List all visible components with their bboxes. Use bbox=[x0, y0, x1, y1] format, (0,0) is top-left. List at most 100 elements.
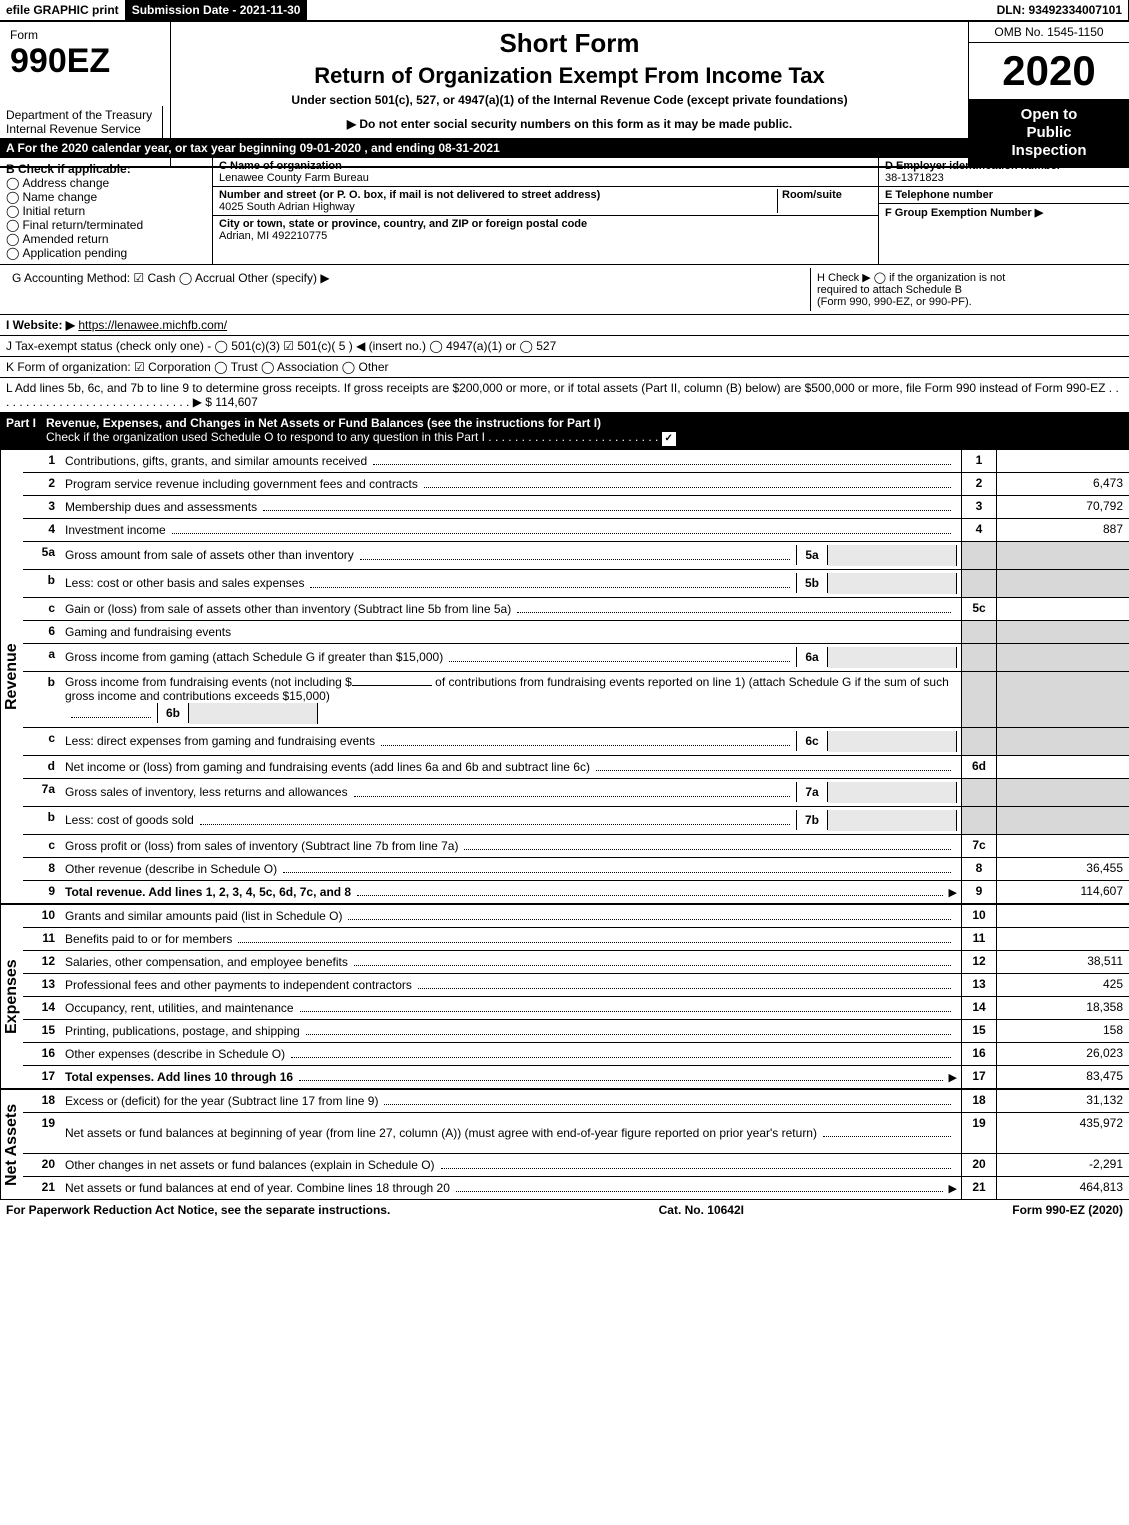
row-val: 435,972 bbox=[996, 1113, 1129, 1153]
chk-amended-return[interactable]: ◯Amended return bbox=[6, 232, 206, 246]
row-col: 16 bbox=[961, 1043, 996, 1065]
row-num: 18 bbox=[23, 1090, 61, 1112]
omb-number: OMB No. 1545-1150 bbox=[969, 22, 1129, 43]
row-num: b bbox=[23, 672, 61, 727]
row-num: 14 bbox=[23, 997, 61, 1019]
row-col: 21 bbox=[961, 1177, 996, 1199]
h-line2: required to attach Schedule B bbox=[817, 284, 1117, 296]
ein-value: 38-1371823 bbox=[885, 172, 944, 184]
row-desc: Investment income bbox=[65, 523, 166, 537]
row-num: c bbox=[23, 598, 61, 620]
row-desc: Gross amount from sale of assets other t… bbox=[65, 548, 354, 562]
row-desc: Professional fees and other payments to … bbox=[65, 978, 412, 992]
row-num: 16 bbox=[23, 1043, 61, 1065]
form-number: 990EZ bbox=[10, 42, 160, 81]
row-col bbox=[961, 807, 996, 834]
org-address: 4025 South Adrian Highway bbox=[219, 201, 355, 213]
l-arrow: ▶ $ bbox=[193, 395, 212, 409]
row-desc: Total expenses. Add lines 10 through 16 bbox=[65, 1070, 293, 1084]
row-num: 4 bbox=[23, 519, 61, 541]
d-ein: D Employer identification number 38-1371… bbox=[879, 158, 1129, 187]
row-num: 1 bbox=[23, 450, 61, 472]
row-val: 464,813 bbox=[996, 1177, 1129, 1199]
row-val bbox=[996, 672, 1129, 727]
inner-val bbox=[828, 731, 957, 752]
i-label: I Website: ▶ bbox=[6, 318, 75, 332]
row-col: 20 bbox=[961, 1154, 996, 1176]
row-desc: Gross income from gaming (attach Schedul… bbox=[65, 650, 443, 664]
chk-initial-return[interactable]: ◯Initial return bbox=[6, 204, 206, 218]
part1-label: Part I bbox=[6, 416, 46, 446]
row-gh: G Accounting Method: ☑ Cash ◯ Accrual Ot… bbox=[0, 265, 1129, 315]
row-col: 15 bbox=[961, 1020, 996, 1042]
row-val bbox=[996, 807, 1129, 834]
row-val bbox=[996, 905, 1129, 927]
short-form-title: Short Form bbox=[181, 28, 958, 59]
website-link[interactable]: https://lenawee.michfb.com/ bbox=[78, 318, 227, 332]
spacer bbox=[307, 0, 990, 20]
efile-label[interactable]: efile GRAPHIC print bbox=[0, 0, 126, 20]
inner-val bbox=[828, 810, 957, 831]
row-col: 13 bbox=[961, 974, 996, 996]
chk-address-change[interactable]: ◯Address change bbox=[6, 176, 206, 190]
row-num: c bbox=[23, 728, 61, 755]
chk-name-change[interactable]: ◯Name change bbox=[6, 190, 206, 204]
row-j-tax-exempt: J Tax-exempt status (check only one) - ◯… bbox=[0, 336, 1129, 357]
row-desc: Less: cost or other basis and sales expe… bbox=[65, 576, 304, 590]
org-name: Lenawee County Farm Bureau bbox=[219, 172, 369, 184]
d-label: D Employer identification number bbox=[885, 160, 1061, 172]
row-desc: Total revenue. Add lines 1, 2, 3, 4, 5c,… bbox=[65, 885, 351, 899]
row-num: b bbox=[23, 807, 61, 834]
l-text: L Add lines 5b, 6c, and 7b to line 9 to … bbox=[6, 381, 1105, 395]
org-city: Adrian, MI 492210775 bbox=[219, 230, 327, 242]
schedule-o-checkbox[interactable]: ✓ bbox=[662, 432, 676, 446]
e-telephone: E Telephone number bbox=[879, 187, 1129, 204]
row-desc: Other changes in net assets or fund bala… bbox=[65, 1158, 435, 1172]
row-desc: Printing, publications, postage, and shi… bbox=[65, 1024, 300, 1038]
row-desc: Net assets or fund balances at beginning… bbox=[65, 1126, 817, 1140]
addr-label: Number and street (or P. O. box, if mail… bbox=[219, 189, 600, 201]
row-num: 7a bbox=[23, 779, 61, 806]
header-right: OMB No. 1545-1150 2020 Open to Public In… bbox=[969, 22, 1129, 166]
row-val bbox=[996, 542, 1129, 569]
netassets-section: Net Assets 18Excess or (deficit) for the… bbox=[0, 1089, 1129, 1200]
row-val: 70,792 bbox=[996, 496, 1129, 518]
top-bar: efile GRAPHIC print Submission Date - 20… bbox=[0, 0, 1129, 22]
row-desc: Salaries, other compensation, and employ… bbox=[65, 955, 348, 969]
dln-label: DLN: 93492334007101 bbox=[991, 0, 1129, 20]
row-val bbox=[996, 928, 1129, 950]
chk-final-return[interactable]: ◯Final return/terminated bbox=[6, 218, 206, 232]
c-city-cell: City or town, state or province, country… bbox=[213, 216, 878, 244]
row-val bbox=[996, 450, 1129, 472]
submission-date-button[interactable]: Submission Date - 2021-11-30 bbox=[126, 0, 308, 20]
row-desc: Gross sales of inventory, less returns a… bbox=[65, 785, 348, 799]
b-label: B Check if applicable: bbox=[6, 162, 206, 176]
row-num: 3 bbox=[23, 496, 61, 518]
h-line1: H Check ▶ ◯ if the organization is not bbox=[817, 271, 1117, 284]
chk-application-pending[interactable]: ◯Application pending bbox=[6, 246, 206, 260]
row-desc: Gross profit or (loss) from sales of inv… bbox=[65, 839, 458, 853]
inner-num: 5b bbox=[796, 573, 828, 593]
row-col: 14 bbox=[961, 997, 996, 1019]
city-label: City or town, state or province, country… bbox=[219, 218, 587, 230]
f-label: F Group Exemption Number ▶ bbox=[885, 207, 1043, 219]
revenue-vert-label: Revenue bbox=[0, 450, 23, 903]
row-num: 13 bbox=[23, 974, 61, 996]
row-col: 5c bbox=[961, 598, 996, 620]
row-col: 17 bbox=[961, 1066, 996, 1088]
row-val: 26,023 bbox=[996, 1043, 1129, 1065]
inner-val bbox=[828, 545, 957, 566]
row-col: 19 bbox=[961, 1113, 996, 1153]
h-line3: (Form 990, 990-EZ, or 990-PF). bbox=[817, 296, 1117, 308]
row-num: 10 bbox=[23, 905, 61, 927]
row-val bbox=[996, 779, 1129, 806]
inner-num: 5a bbox=[796, 545, 828, 565]
row-val bbox=[996, 644, 1129, 671]
row-num: 21 bbox=[23, 1177, 61, 1199]
row-val: 158 bbox=[996, 1020, 1129, 1042]
row-val bbox=[996, 835, 1129, 857]
row-col: 10 bbox=[961, 905, 996, 927]
inner-num: 6c bbox=[796, 731, 828, 751]
row-col bbox=[961, 672, 996, 727]
row-desc: Program service revenue including govern… bbox=[65, 477, 418, 491]
